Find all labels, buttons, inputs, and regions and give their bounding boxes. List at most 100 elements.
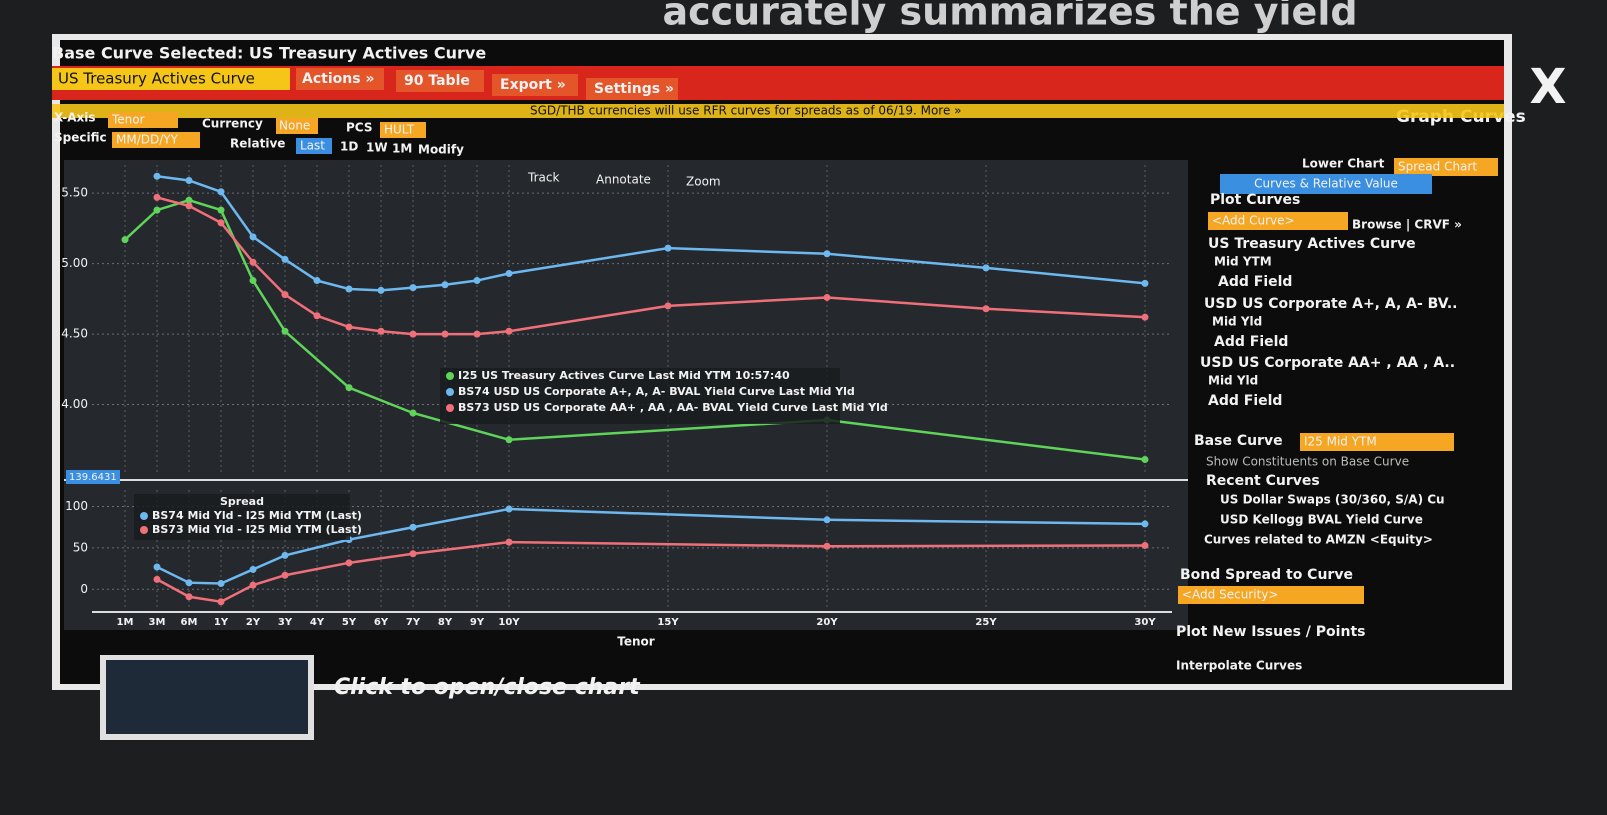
link[interactable]: Add Field	[1214, 334, 1288, 350]
panel-header[interactable]	[1220, 174, 1432, 194]
point	[345, 384, 353, 392]
series-line	[156, 196, 1146, 336]
notice-bar	[52, 104, 1504, 118]
field[interactable]	[112, 132, 200, 148]
point	[473, 277, 481, 285]
label: X-Axis	[54, 111, 96, 125]
x-axis-label: Tenor	[617, 635, 655, 649]
point	[185, 579, 193, 587]
button-label[interactable]: 1W	[366, 141, 388, 155]
thumbnail[interactable]	[106, 660, 308, 734]
legend-entry: BS74 USD US Corporate A+, A, A- BVAL Yie…	[458, 385, 855, 398]
point	[823, 250, 831, 258]
field[interactable]	[276, 118, 318, 134]
button[interactable]	[296, 138, 332, 154]
section[interactable]: Plot New Issues / Points	[1176, 624, 1365, 640]
point	[823, 542, 831, 550]
notice[interactable]: SGD/THB currencies will use RFR curves f…	[530, 104, 962, 118]
field[interactable]: Mid Yld	[1208, 374, 1258, 388]
field[interactable]	[380, 122, 426, 138]
legend-bg	[134, 494, 350, 540]
section[interactable]: Recent Curves	[1206, 473, 1320, 489]
button-label[interactable]: Modify	[418, 143, 464, 157]
close-button[interactable]: X	[1529, 59, 1566, 115]
link[interactable]: Browse | CRVF »	[1352, 218, 1462, 232]
field-value[interactable]: <Add Curve>	[1212, 214, 1295, 228]
point	[185, 177, 193, 184]
point	[313, 277, 321, 285]
field-value[interactable]: Spread Chart	[1398, 160, 1477, 174]
point	[249, 565, 257, 573]
tool[interactable]: Annotate	[596, 173, 651, 187]
field-value[interactable]: I25 Mid YTM	[1304, 435, 1377, 449]
curve[interactable]: USD US Corporate A+, A, A- BV..	[1204, 296, 1457, 312]
tab-bg[interactable]	[296, 68, 384, 90]
field[interactable]	[108, 112, 178, 128]
curve[interactable]: USD US Corporate AA+ , AA , A..	[1200, 355, 1455, 371]
point	[281, 571, 289, 579]
tab[interactable]: US Treasury Actives Curve	[58, 70, 255, 88]
field[interactable]	[1208, 212, 1348, 230]
button-label[interactable]: Last	[300, 139, 325, 153]
link[interactable]: Add Field	[1208, 393, 1282, 409]
field[interactable]	[1300, 433, 1454, 451]
caption-text[interactable]: Click to open/close chart	[334, 675, 641, 700]
field-value[interactable]: <Add Security>	[1182, 588, 1278, 602]
tab[interactable]: Actions »	[302, 71, 374, 87]
point	[505, 538, 513, 546]
button-label[interactable]: 1D	[340, 140, 358, 154]
x-tick-label: 3Y	[278, 617, 293, 628]
tool[interactable]: Zoom	[686, 175, 721, 189]
link[interactable]: US Dollar Swaps (30/360, S/A) Cu	[1220, 493, 1445, 507]
x-tick-label: 7Y	[406, 617, 421, 628]
point	[153, 206, 161, 214]
legend-entry: BS74 Mid Yld - I25 Mid YTM (Last)	[152, 509, 362, 522]
x-tick-label: 2Y	[246, 617, 261, 628]
y-tick-label: 0	[80, 582, 88, 596]
label: Lower Chart	[1302, 157, 1385, 171]
option[interactable]: Show Constituents on Base Curve	[1206, 455, 1409, 469]
field-value[interactable]: None	[279, 119, 310, 133]
field-value[interactable]: HULT	[384, 123, 415, 137]
panel-title[interactable]: Curves & Relative Value	[1254, 177, 1398, 191]
point	[409, 409, 417, 417]
point	[1141, 541, 1149, 549]
section[interactable]: Interpolate Curves	[1176, 659, 1302, 673]
point	[121, 236, 129, 244]
link[interactable]: Add Field	[1218, 274, 1292, 290]
point	[1141, 279, 1149, 287]
point	[441, 330, 449, 338]
curve[interactable]: US Treasury Actives Curve	[1208, 236, 1416, 252]
field-value[interactable]: Tenor	[111, 113, 145, 127]
tab-active[interactable]	[52, 68, 290, 90]
point	[1141, 456, 1149, 463]
tab[interactable]: 90 Table	[404, 73, 470, 89]
field[interactable]: Mid Yld	[1212, 315, 1262, 329]
thumbnail-caption[interactable]: Click to open/close chart	[334, 675, 641, 700]
field[interactable]	[1178, 586, 1364, 604]
legend-bg	[440, 368, 840, 424]
label: Currency	[202, 117, 263, 131]
x-tick-label: 1Y	[214, 617, 229, 628]
header-title: Base Curve Selected: US Treasury Actives…	[52, 44, 486, 63]
tab[interactable]: Settings »	[594, 81, 674, 97]
point	[441, 281, 449, 289]
x-tick-label: 30Y	[1134, 617, 1156, 628]
point	[185, 202, 193, 210]
tab-bg[interactable]	[492, 74, 578, 96]
tab[interactable]: Export »	[500, 77, 566, 93]
point	[982, 305, 990, 313]
tool[interactable]: Track	[527, 171, 559, 185]
link[interactable]: Curves related to AMZN <Equity>	[1204, 533, 1433, 547]
x-tick-label: 8Y	[438, 617, 453, 628]
section[interactable]: Bond Spread to Curve	[1180, 567, 1353, 583]
tab-bg[interactable]	[396, 70, 484, 92]
point	[409, 330, 417, 338]
link[interactable]: USD Kellogg BVAL Yield Curve	[1220, 513, 1423, 527]
section[interactable]: Plot Curves	[1210, 192, 1300, 208]
field[interactable]	[1394, 158, 1498, 176]
button-label[interactable]: 1M	[392, 142, 412, 156]
tab-bg[interactable]	[586, 78, 678, 100]
field[interactable]: Mid YTM	[1214, 255, 1272, 269]
field-value[interactable]: MM/DD/YY	[116, 133, 179, 147]
